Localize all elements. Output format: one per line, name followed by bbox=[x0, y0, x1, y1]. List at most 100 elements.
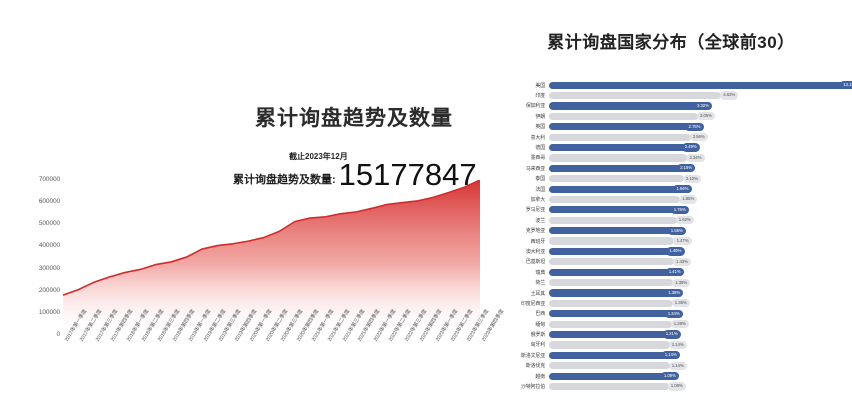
bar-chart-title: 累计询盘国家分布（全球前30） bbox=[547, 33, 795, 52]
bar-track: 1.62% bbox=[549, 215, 852, 225]
bar-track: 1.41% bbox=[549, 267, 852, 277]
bar-row-label: 英国 bbox=[535, 125, 545, 131]
bar-row[interactable]: 伊朗 3.05% bbox=[490, 111, 852, 121]
bar-fill bbox=[549, 372, 669, 380]
bar-row-label: 加拿大 bbox=[530, 197, 545, 203]
bar-row-label: 美国 bbox=[535, 83, 545, 89]
bar-fill bbox=[549, 310, 673, 318]
bar-value-label: 1.55% bbox=[667, 226, 686, 235]
bar-row[interactable]: 越南 1.09% bbox=[490, 371, 852, 381]
bar-row[interactable]: 瑞典 1.41% bbox=[490, 267, 852, 277]
bar-row[interactable]: 斯洛文尼亚 1.14% bbox=[490, 350, 852, 360]
bar-value-label: 2.56% bbox=[689, 133, 708, 142]
bar-fill bbox=[549, 81, 848, 89]
bar-row[interactable]: 克罗地亚 1.55% bbox=[490, 225, 852, 235]
inquiry-trend-panel: 累计询盘趋势及数量 截止2023年12月 累计询盘趋势及数量:15177847 … bbox=[38, 107, 505, 343]
bar-fill bbox=[549, 195, 680, 204]
bar-track: 1.43% bbox=[549, 257, 852, 267]
bar-row-label: 匈牙利 bbox=[530, 343, 545, 349]
bar-row[interactable]: 巴基斯坦 1.43% bbox=[490, 257, 852, 267]
bar-row[interactable]: 沙特阿拉伯 1.08% bbox=[490, 381, 852, 391]
bar-fill bbox=[549, 175, 684, 183]
bar-value-label: 2.75% bbox=[685, 122, 704, 131]
bar-row-label: 斯洛伐克 bbox=[525, 364, 545, 370]
bar-fill bbox=[549, 91, 721, 100]
bar-track: 1.75% bbox=[549, 205, 852, 215]
bar-row[interactable]: 英国 2.75% bbox=[490, 122, 852, 132]
bar-track: 2.10% bbox=[549, 174, 852, 184]
bar-fill bbox=[549, 185, 682, 193]
bar-value-label: 1.43% bbox=[672, 257, 692, 266]
bar-row[interactable]: 德国 2.49% bbox=[490, 142, 852, 152]
bar-row[interactable]: 加拿大 1.85% bbox=[490, 194, 852, 204]
bar-row-label: 巴基斯坦 bbox=[525, 260, 545, 266]
bar-track: 3.05% bbox=[549, 111, 852, 121]
bar-track: 2.75% bbox=[549, 122, 852, 132]
bar-row[interactable]: 罗马尼亚 1.75% bbox=[490, 205, 852, 215]
bar-row[interactable]: 法国 1.94% bbox=[490, 184, 852, 194]
bar-row[interactable]: 印度 4.62% bbox=[490, 90, 852, 100]
bar-value-label: 13.19% bbox=[840, 81, 852, 90]
bar-value-label: 1.21% bbox=[662, 330, 681, 339]
bar-row-label: 俄罗斯 bbox=[530, 333, 545, 339]
bar-row[interactable]: 土耳其 1.38% bbox=[490, 288, 852, 298]
bar-row[interactable]: 印度尼西亚 1.35% bbox=[490, 298, 852, 308]
bar-track: 2.49% bbox=[549, 142, 852, 152]
bar-row[interactable]: 西班牙 1.47% bbox=[490, 236, 852, 246]
bar-row[interactable]: 马来西亚 2.18% bbox=[490, 163, 852, 173]
bar-track: 2.18% bbox=[549, 163, 852, 173]
bar-value-label: 1.09% bbox=[660, 372, 680, 381]
bar-track: 1.38% bbox=[549, 277, 852, 287]
bar-fill bbox=[549, 258, 674, 266]
bar-value-label: 1.08% bbox=[667, 382, 686, 391]
bar-fill bbox=[549, 123, 694, 131]
bar-value-label: 1.35% bbox=[671, 299, 690, 308]
area-chart-plot bbox=[63, 180, 480, 335]
bar-row[interactable]: 缅甸 1.28% bbox=[490, 319, 852, 329]
bar-value-label: 1.14% bbox=[668, 340, 687, 350]
bar-row[interactable]: 匈牙利 1.14% bbox=[490, 340, 852, 350]
bar-row[interactable]: 保加利亚 3.32% bbox=[490, 101, 852, 111]
bar-row[interactable]: 墨西哥 2.34% bbox=[490, 153, 852, 163]
bar-row-label: 土耳其 bbox=[530, 291, 545, 297]
bar-value-label: 1.47% bbox=[673, 236, 692, 246]
bar-track: 1.28% bbox=[549, 319, 852, 329]
bar-track: 1.08% bbox=[549, 381, 852, 391]
bar-row[interactable]: 美国 13.19% bbox=[490, 80, 852, 90]
bar-row[interactable]: 荷兰 1.38% bbox=[490, 277, 852, 287]
bar-value-label: 1.46% bbox=[666, 247, 685, 256]
area-chart-title: 累计询盘趋势及数量 bbox=[255, 107, 453, 130]
bar-fill bbox=[549, 154, 688, 162]
bar-row[interactable]: 泰国 2.10% bbox=[490, 174, 852, 184]
bar-fill bbox=[549, 133, 691, 141]
bar-row-label: 澳大利亚 bbox=[525, 249, 545, 255]
bar-row-label: 波兰 bbox=[535, 218, 545, 224]
bar-value-label: 3.32% bbox=[693, 101, 713, 111]
bar-row[interactable]: 巴西 1.34% bbox=[490, 309, 852, 319]
bar-value-label: 1.75% bbox=[670, 205, 689, 214]
bar-row[interactable]: 意大利 2.56% bbox=[490, 132, 852, 142]
bar-track: 4.62% bbox=[549, 90, 852, 100]
bar-row-label: 保加利亚 bbox=[525, 104, 545, 110]
y-axis-tick: 400000 bbox=[38, 242, 60, 250]
bar-row[interactable]: 俄罗斯 1.21% bbox=[490, 329, 852, 339]
bar-track: 1.85% bbox=[549, 194, 852, 204]
bar-value-label: 1.38% bbox=[672, 278, 691, 287]
bar-track: 1.14% bbox=[549, 361, 852, 371]
bar-row[interactable]: 澳大利亚 1.46% bbox=[490, 246, 852, 256]
bar-track: 2.56% bbox=[549, 132, 852, 142]
bar-value-label: 1.94% bbox=[673, 185, 692, 194]
bar-fill bbox=[549, 330, 671, 339]
bar-row[interactable]: 斯洛伐克 1.14% bbox=[490, 361, 852, 371]
y-axis-tick: 500000 bbox=[38, 220, 60, 228]
bar-row[interactable]: 波兰 1.62% bbox=[490, 215, 852, 225]
bar-row-label: 巴西 bbox=[535, 312, 545, 318]
bar-value-label: 3.05% bbox=[696, 112, 716, 121]
bar-row-label: 印度尼西亚 bbox=[521, 301, 545, 307]
area-line bbox=[63, 180, 480, 296]
bar-value-label: 2.34% bbox=[686, 153, 705, 163]
bar-row-label: 印度 bbox=[535, 94, 545, 100]
bar-track: 1.47% bbox=[549, 236, 852, 246]
bar-value-label: 4.62% bbox=[720, 91, 739, 100]
bar-track: 1.94% bbox=[549, 184, 852, 194]
